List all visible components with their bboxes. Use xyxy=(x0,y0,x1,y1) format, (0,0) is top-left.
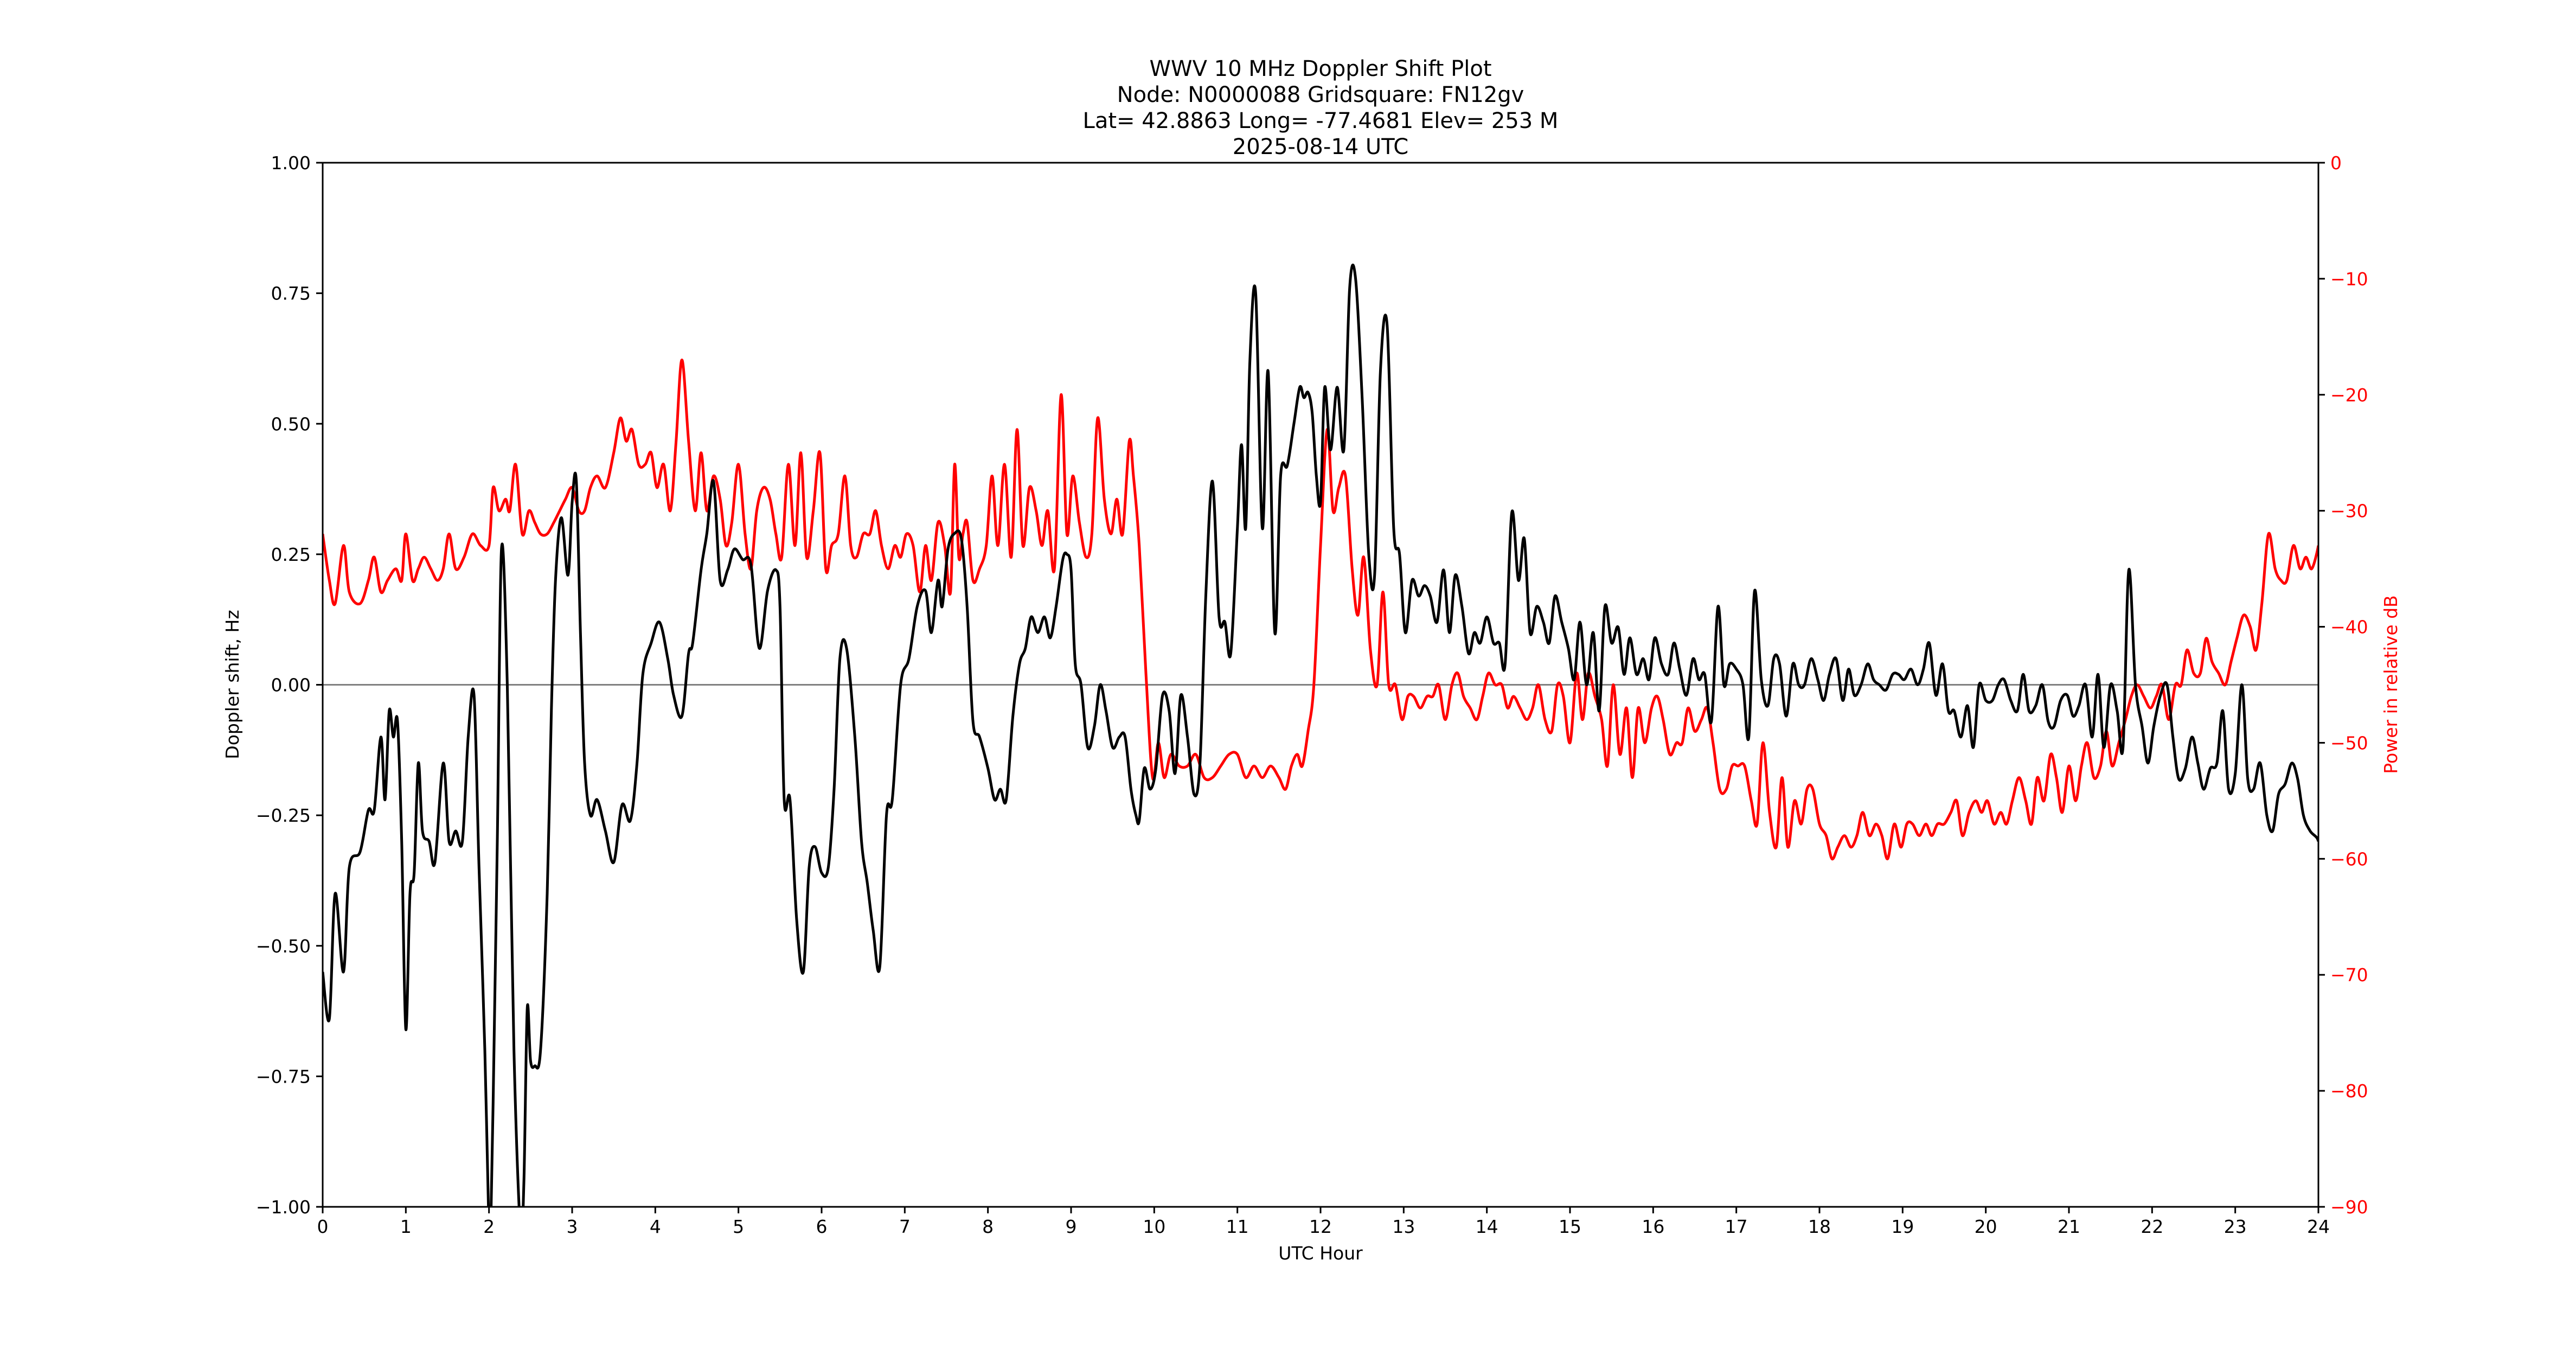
x-tick-label: 7 xyxy=(899,1216,911,1237)
x-tick-label: 4 xyxy=(650,1216,661,1237)
y2-tick-label: −20 xyxy=(2330,385,2368,406)
y2-tick-label: −50 xyxy=(2330,732,2368,753)
x-tick-label: 16 xyxy=(1642,1216,1664,1237)
x-tick-label: 12 xyxy=(1309,1216,1332,1237)
x-tick-label: 14 xyxy=(1476,1216,1498,1237)
y-tick-label: −0.25 xyxy=(256,805,311,826)
y-tick-label: −0.50 xyxy=(256,936,311,957)
y2-axis-label: Power in relative dB xyxy=(2380,595,2401,773)
x-tick-label: 9 xyxy=(1066,1216,1077,1237)
plot-area xyxy=(322,162,2319,1208)
x-tick-label: 11 xyxy=(1226,1216,1249,1237)
power-series-line xyxy=(323,359,2318,861)
title-line-4: 2025-08-14 UTC xyxy=(1233,135,1408,159)
y2-tick-label: −90 xyxy=(2330,1197,2368,1218)
x-tick-label: 8 xyxy=(982,1216,994,1237)
y-axis-label: Doppler shift, Hz xyxy=(222,610,243,759)
x-tick-label: 15 xyxy=(1559,1216,1581,1237)
y-tick-label: 0.25 xyxy=(271,544,311,565)
y-tick-label: −1.00 xyxy=(256,1197,311,1218)
x-tick-label: 24 xyxy=(2307,1216,2330,1237)
x-tick-label: 22 xyxy=(2141,1216,2163,1237)
x-tick-label: 17 xyxy=(1725,1216,1748,1237)
y2-tick-label: −70 xyxy=(2330,964,2368,986)
y-tick-label: 0.50 xyxy=(271,413,311,434)
x-tick-label: 3 xyxy=(567,1216,578,1237)
chart-title: WWV 10 MHz Doppler Shift Plot Node: N000… xyxy=(1083,56,1559,159)
y-tick-label: 0.00 xyxy=(271,675,311,696)
title-line-1: WWV 10 MHz Doppler Shift Plot xyxy=(1149,56,1491,81)
x-tick-label: 19 xyxy=(1891,1216,1914,1237)
x-tick-label: 0 xyxy=(317,1216,329,1237)
y-axis-left: 1.00 0.75 0.50 0.25 0.00 −0.25 −0.50 −0.75 −1.00 xyxy=(256,152,323,1218)
y-tick-label: 0.75 xyxy=(271,283,311,304)
doppler-series-line xyxy=(323,264,2318,1207)
y2-tick-label: −30 xyxy=(2330,501,2368,522)
x-tick-label: 23 xyxy=(2224,1216,2247,1237)
y-tick-label: 1.00 xyxy=(271,152,311,174)
x-tick-label: 18 xyxy=(1808,1216,1831,1237)
title-line-2: Node: N0000088 Gridsquare: FN12gv xyxy=(1117,82,1524,107)
y2-tick-label: −40 xyxy=(2330,617,2368,638)
y2-tick-label: 0 xyxy=(2330,152,2342,174)
y-axis-right: 0 −10 −20 −30 −40 −50 −60 −70 −80 −90 xyxy=(2318,152,2368,1218)
x-tick-label: 13 xyxy=(1392,1216,1415,1237)
title-line-3: Lat= 42.8863 Long= -77.4681 Elev= 253 M xyxy=(1083,108,1559,133)
x-axis-label: UTC Hour xyxy=(1278,1243,1363,1264)
y-tick-label: −0.75 xyxy=(256,1066,311,1087)
y2-tick-label: −80 xyxy=(2330,1080,2368,1102)
x-tick-label: 5 xyxy=(733,1216,744,1237)
x-tick-label: 20 xyxy=(1975,1216,1997,1237)
x-tick-label: 1 xyxy=(400,1216,412,1237)
x-tick-label: 21 xyxy=(2058,1216,2080,1237)
x-tick-label: 2 xyxy=(483,1216,495,1237)
x-tick-label: 6 xyxy=(816,1216,828,1237)
y2-tick-label: −10 xyxy=(2330,268,2368,290)
y2-tick-label: −60 xyxy=(2330,848,2368,869)
x-tick-label: 10 xyxy=(1143,1216,1165,1237)
x-axis: 0 1 2 3 4 5 6 7 8 9 10 11 12 13 14 15 16 17 18 19 20 21 22 23 24 xyxy=(317,1207,2330,1237)
